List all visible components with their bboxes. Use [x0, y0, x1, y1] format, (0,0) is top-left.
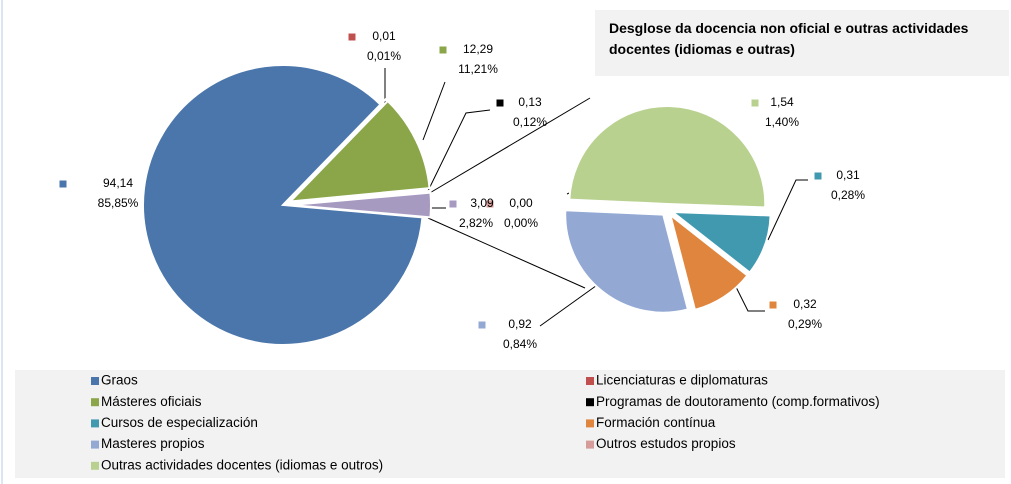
value-label: 0,13 — [518, 95, 542, 109]
value-label: 94,14 — [103, 176, 133, 190]
value-label: 0,32 — [793, 297, 817, 311]
percent-label: 0,28% — [831, 188, 865, 202]
pie-slice — [668, 212, 749, 312]
legend-label: Cursos de especialización — [101, 415, 258, 430]
legend-swatch — [586, 419, 594, 428]
percent-label: 0,29% — [788, 317, 822, 331]
pie-slice — [287, 99, 431, 203]
value-label: 12,29 — [463, 42, 493, 56]
label-swatch — [496, 99, 504, 107]
legend-swatch — [91, 461, 99, 470]
percent-label: 0,00% — [504, 216, 538, 230]
legend-swatch — [91, 419, 99, 428]
legend-swatch — [91, 377, 99, 385]
pie-slice — [563, 204, 662, 211]
label-swatch — [59, 180, 67, 188]
pie-slice — [568, 105, 767, 209]
percent-label: 1,40% — [765, 115, 799, 129]
pie-slice — [290, 189, 432, 206]
percent-label: 11,21% — [458, 62, 498, 76]
label-swatch — [439, 46, 447, 54]
legend-label: Formación contínua — [596, 415, 716, 430]
chart-title: Desglose da docencia non oficial e outra… — [595, 10, 1009, 76]
pie-slice — [669, 210, 772, 274]
legend-label: Masteres propios — [101, 436, 205, 451]
legend-swatch — [586, 440, 594, 449]
legend-swatch — [586, 377, 594, 385]
legend-label: Graos — [101, 373, 138, 388]
percent-label: 2,82% — [459, 216, 493, 230]
legend-label: Programas de doutoramento (comp.formativ… — [596, 394, 880, 409]
value-label: 3,09 — [470, 196, 494, 210]
legend-label: Másteres oficiais — [101, 394, 202, 409]
value-label: 0,00 — [509, 196, 533, 210]
pie-slice — [142, 64, 424, 346]
legend-box — [15, 370, 1005, 478]
label-swatch — [751, 99, 759, 107]
value-label: 0,31 — [836, 168, 860, 182]
percent-label: 0,12% — [513, 115, 547, 129]
value-label: 0,01 — [372, 29, 396, 43]
value-label: 1,54 — [770, 95, 794, 109]
percent-label: 0,84% — [503, 337, 537, 351]
legend-swatch — [91, 440, 99, 449]
percent-label: 85,85% — [98, 196, 139, 210]
legend-label: Licenciaturas e diplomaturas — [596, 373, 768, 388]
value-label: 0,92 — [508, 317, 532, 331]
legend-label: Outros estudos propios — [596, 436, 736, 451]
label-swatch — [814, 172, 822, 180]
pie-slice — [564, 209, 690, 314]
label-swatch — [486, 200, 494, 208]
leaders — [147, 68, 808, 327]
legend-label: Outras actividades docentes (idiomas e o… — [101, 457, 383, 472]
label-swatch — [478, 321, 486, 329]
label-swatch — [348, 33, 356, 41]
legend-swatch — [586, 398, 594, 407]
label-swatch — [449, 200, 457, 208]
legend-swatch — [91, 398, 99, 407]
percent-label: 0,01% — [367, 49, 401, 63]
label-swatch — [769, 301, 777, 309]
